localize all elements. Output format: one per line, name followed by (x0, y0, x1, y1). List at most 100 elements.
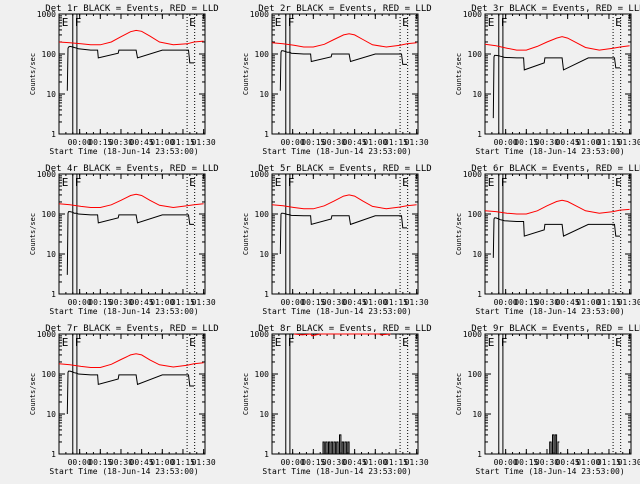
events-series-line (321, 434, 351, 455)
event-marker-e: E (488, 176, 495, 189)
y-tick-label: 1000 (250, 330, 269, 339)
x-tick-label: 00:30 (322, 298, 346, 307)
y-tick-label: 1000 (37, 10, 56, 19)
event-marker-e: E (615, 176, 622, 189)
plot-frame (58, 173, 206, 295)
y-tick-label: 10 (46, 250, 56, 259)
event-marker-e: E (189, 336, 196, 349)
event-marker-f: F (75, 336, 82, 349)
y-axis-label: Counts/sec (242, 53, 250, 95)
event-marker-f: F (288, 176, 295, 189)
event-marker-e: E (62, 336, 69, 349)
event-marker-e: E (189, 176, 196, 189)
x-tick-label: 01:15 (597, 458, 621, 467)
events-series-line (279, 50, 407, 91)
x-tick-label: 00:00 (494, 298, 518, 307)
chart-panel-2: Det 2r BLACK = Events, RED = LLD 1 10 100 10… (242, 4, 432, 156)
y-tick-label: 10 (46, 410, 56, 419)
x-tick-label: 00:00 (281, 298, 305, 307)
x-tick-label: 00:45 (343, 298, 367, 307)
event-marker-e: E (275, 176, 282, 189)
plot-frame (484, 173, 632, 295)
event-marker-e: E (488, 336, 495, 349)
x-axis-label: Start Time (18-Jun-14 23:53:00) (262, 467, 411, 476)
x-tick-label: 01:00 (150, 458, 174, 467)
plot-frame (271, 333, 419, 455)
events-series-line (66, 211, 194, 275)
event-marker-f: F (501, 336, 508, 349)
chart-title: Det 4r BLACK = Events, RED = LLD (45, 164, 218, 174)
x-tick-label: 01:00 (150, 138, 174, 147)
x-tick-label: 01:00 (576, 458, 600, 467)
y-tick-label: 10 (472, 410, 482, 419)
x-tick-label: 00:00 (281, 138, 305, 147)
x-tick-label: 00:15 (88, 138, 112, 147)
x-tick-label: 00:00 (68, 138, 92, 147)
x-tick-label: 01:30 (192, 138, 216, 147)
y-tick-label: 1000 (37, 330, 56, 339)
event-marker-f: F (501, 176, 508, 189)
chart-panel-1: Det 1r BLACK = Events, RED = LLD 1 10 100 10… (29, 4, 219, 156)
x-tick-label: 00:45 (343, 138, 367, 147)
chart-panel-4: Det 4r BLACK = Events, RED = LLD 1 10 100 10… (29, 164, 219, 316)
x-tick-label: 00:30 (322, 138, 346, 147)
y-tick-label: 1 (51, 450, 56, 459)
x-tick-label: 01:00 (363, 298, 387, 307)
x-tick-label: 01:15 (384, 138, 408, 147)
x-tick-label: 01:30 (618, 458, 640, 467)
lld-series-line (293, 333, 391, 337)
y-axis-label: Counts/sec (29, 373, 37, 415)
x-tick-label: 00:30 (322, 458, 346, 467)
events-series-line (492, 54, 620, 119)
event-marker-f: F (288, 336, 295, 349)
x-tick-label: 00:15 (88, 458, 112, 467)
event-marker-e: E (615, 336, 622, 349)
event-marker-e: E (402, 336, 409, 349)
x-tick-label: 00:45 (130, 298, 154, 307)
event-marker-f: F (75, 176, 82, 189)
lld-series-line (58, 29, 204, 46)
event-marker-f: F (288, 16, 295, 29)
y-axis-label: Counts/sec (242, 373, 250, 415)
chart-title: Det 9r BLACK = Events, RED = LLD (471, 324, 640, 334)
y-tick-label: 10 (472, 90, 482, 99)
event-marker-f: F (75, 16, 82, 29)
chart-panel-9: Det 9r BLACK = Events, RED = LLD 1 10 100 10… (455, 324, 640, 476)
x-tick-label: 01:15 (171, 458, 195, 467)
x-tick-label: 01:15 (171, 298, 195, 307)
chart-panel-7: Det 7r BLACK = Events, RED = LLD 1 10 100 10… (29, 324, 219, 476)
x-tick-label: 00:30 (535, 138, 559, 147)
x-tick-label: 00:45 (130, 138, 154, 147)
y-tick-label: 1 (264, 290, 269, 299)
x-axis-label: Start Time (18-Jun-14 23:53:00) (49, 147, 198, 156)
event-marker-e: E (275, 336, 282, 349)
x-tick-label: 00:15 (514, 298, 538, 307)
x-tick-label: 00:15 (301, 138, 325, 147)
y-tick-label: 1000 (463, 10, 482, 19)
event-marker-e: E (62, 16, 69, 29)
x-tick-label: 01:15 (597, 138, 621, 147)
x-tick-label: 01:00 (576, 298, 600, 307)
y-axis-label: Counts/sec (455, 213, 463, 255)
plot-frame (271, 173, 419, 295)
y-tick-label: 1 (264, 450, 269, 459)
chart-panel-5: Det 5r BLACK = Events, RED = LLD 1 10 100 10… (242, 164, 432, 316)
x-axis-label: Start Time (18-Jun-14 23:53:00) (262, 147, 411, 156)
lld-series-line (271, 194, 417, 210)
y-tick-label: 1 (264, 130, 269, 139)
y-tick-label: 100 (468, 210, 483, 219)
x-tick-label: 01:15 (384, 298, 408, 307)
plot-frame (58, 13, 206, 135)
x-axis-label: Start Time (18-Jun-14 23:53:00) (49, 467, 198, 476)
y-tick-label: 1000 (463, 330, 482, 339)
events-series-line (66, 370, 194, 415)
chart-title: Det 5r BLACK = Events, RED = LLD (258, 164, 431, 174)
y-tick-label: 100 (468, 50, 483, 59)
plot-frame (484, 13, 632, 135)
x-tick-label: 00:15 (301, 298, 325, 307)
x-tick-label: 00:00 (494, 138, 518, 147)
event-marker-e: E (275, 16, 282, 29)
x-tick-label: 00:00 (68, 458, 92, 467)
x-tick-label: 01:30 (192, 298, 216, 307)
